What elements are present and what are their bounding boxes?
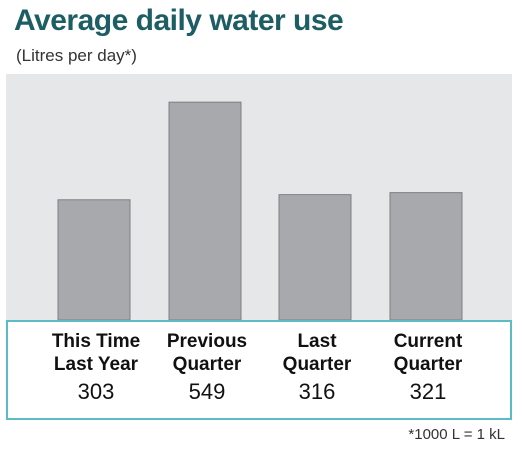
bar-this-time-last-year — [57, 199, 131, 320]
plot-area — [6, 74, 512, 320]
category-last-quarter: Last Quarter 316 — [257, 330, 377, 406]
chart-title: Average daily water use — [14, 4, 344, 37]
bar-current-quarter — [389, 192, 463, 320]
footnote: *1000 L = 1 kL — [408, 426, 505, 443]
category-current-quarter: Current Quarter 321 — [368, 330, 488, 406]
category-label: Previous Quarter — [166, 331, 248, 375]
category-previous-quarter: Previous Quarter 549 — [147, 330, 267, 406]
chart-subtitle: (Litres per day*) — [16, 46, 137, 65]
value-label: 549 — [188, 379, 226, 404]
category-label: Current Quarter — [393, 331, 463, 375]
value-label: 316 — [298, 379, 336, 404]
category-this-time-last-year: This Time Last Year 303 — [36, 330, 156, 406]
category-label: This Time Last Year — [51, 331, 141, 375]
category-label: Last Quarter — [282, 331, 352, 375]
bar-chart — [57, 101, 463, 320]
bar-last-quarter — [278, 194, 352, 320]
value-label: 303 — [77, 379, 115, 404]
category-labels-panel: This Time Last Year 303 Previous Quarter… — [6, 320, 512, 420]
bar-previous-quarter — [168, 101, 242, 320]
value-label: 321 — [409, 379, 447, 404]
